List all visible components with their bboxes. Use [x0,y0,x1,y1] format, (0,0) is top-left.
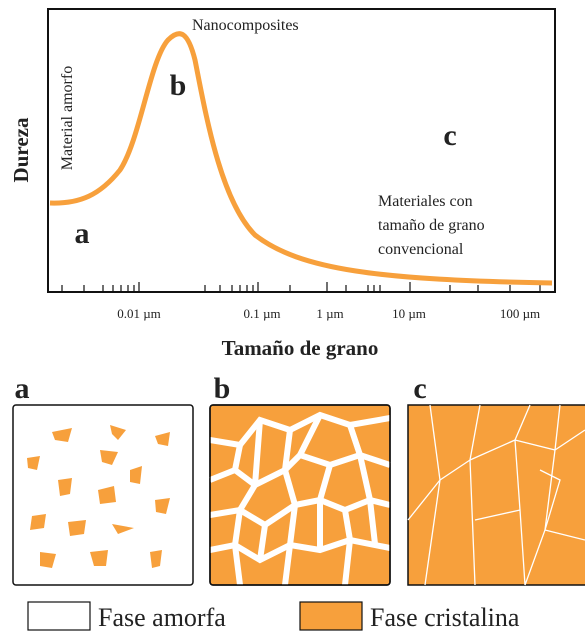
x-tick-label: 100 µm [500,306,540,321]
annotation-nanocomposites: Nanocomposites [192,17,299,34]
x-tick-label: 0.01 µm [117,306,161,321]
legend-label: Fase cristalina [370,603,520,632]
y-axis-label: Dureza [9,117,33,182]
panel-label: b [214,372,231,405]
legend-swatch [300,602,362,630]
annotation-conventional: Materiales con [378,193,473,210]
annotation-amorphous: Material amorfo [59,66,76,170]
panel-label: a [15,372,30,405]
panel-label: c [413,372,426,405]
legend-label: Fase amorfa [98,603,226,632]
region-label: b [170,69,187,102]
annotation-conventional: tamaño de grano [378,217,485,234]
region-label: a [75,217,90,250]
region-label: c [443,119,456,152]
legend-swatch [28,602,90,630]
page: {"graph": {"y_axis_label": "Dureza", "x_… [0,0,585,635]
x-tick-label: 1 µm [316,306,343,321]
panel-c [408,405,585,585]
x-tick-label: 10 µm [392,306,426,321]
figure: 0.01 µm 0.1 µm 1 µm 10 µm 100 µm Tamaño … [0,0,585,635]
x-axis-label: Tamaño de grano [222,336,379,360]
hardness-curve [50,34,552,283]
panel-a [13,405,193,585]
panel-b [210,405,390,585]
x-ticks [62,282,540,292]
annotation-conventional: convencional [378,241,464,258]
x-tick-label: 0.1 µm [243,306,280,321]
plot-frame [48,9,555,292]
